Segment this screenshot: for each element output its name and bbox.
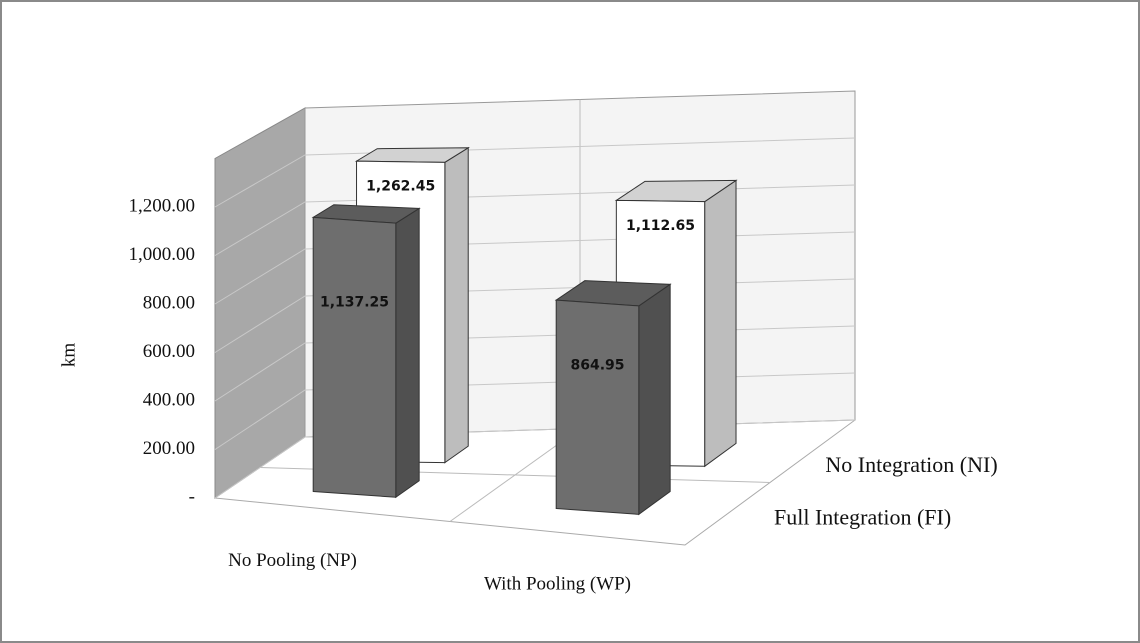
value-label: 1,262.45 xyxy=(366,179,435,195)
left-wall xyxy=(214,107,306,499)
bar-side xyxy=(638,283,671,516)
bar-side xyxy=(395,207,420,499)
y-tick-label: 800.00 xyxy=(143,292,195,313)
bar xyxy=(555,299,640,515)
y-axis-label: km xyxy=(58,343,79,368)
y-tick-label: 1,200.00 xyxy=(129,195,196,216)
bar-side xyxy=(704,179,737,468)
y-tick-label: 400.00 xyxy=(143,389,195,410)
value-label: 1,137.25 xyxy=(320,294,389,310)
value-label: 864.95 xyxy=(570,358,624,374)
floor xyxy=(214,419,856,546)
y-tick-label: - xyxy=(189,486,195,507)
value-label: 1,112.65 xyxy=(626,218,695,234)
bar-side xyxy=(444,146,469,464)
x-tick-label: No Pooling (NP) xyxy=(228,550,357,571)
x-tick-label: With Pooling (WP) xyxy=(484,574,631,595)
series-label: Full Integration (FI) xyxy=(774,505,951,530)
grid-line xyxy=(214,137,856,208)
bar xyxy=(312,216,397,498)
y-tick-label: 1,000.00 xyxy=(129,244,196,265)
series-label: No Integration (NI) xyxy=(825,452,997,477)
y-tick-label: 200.00 xyxy=(143,438,195,459)
y-tick-label: 600.00 xyxy=(143,341,195,362)
